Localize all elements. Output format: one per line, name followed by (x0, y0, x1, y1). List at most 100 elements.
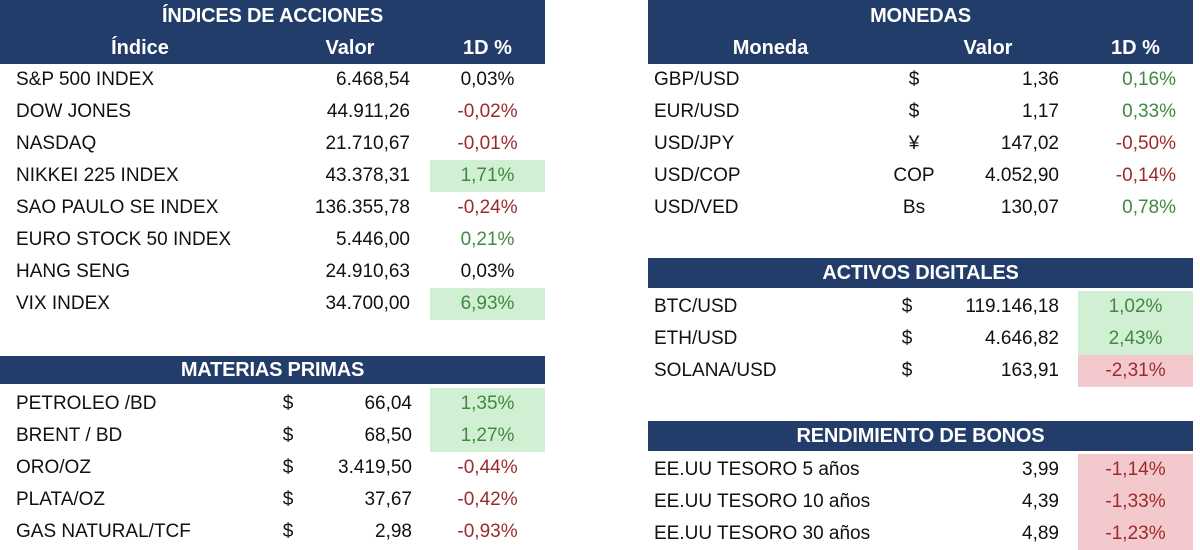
currencies-title: MONEDAS (648, 0, 1193, 32)
commodities-value-cell: 2,98 (375, 521, 412, 542)
indices-row: HANG SENG 24.910,63 0,03% (0, 256, 545, 288)
currencies-name-cell: USD/JPY (654, 133, 735, 154)
indices-name-cell: S&P 500 INDEX (16, 69, 155, 90)
commodities-row: PLATA/OZ $37,67 -0,42% (0, 484, 545, 516)
digital-value-cell: 163,91 (1000, 360, 1059, 381)
bonds-name-cell: EE.UU TESORO 5 años (654, 459, 860, 480)
digital-name-cell: BTC/USD (654, 296, 738, 317)
currencies-header-row: Moneda Valor 1D % (648, 32, 1193, 64)
commodities-panel: MATERIAS PRIMAS PETROLEO /BD $66,04 1,35% B… (0, 356, 545, 548)
indices-change-cell: -0,02% (457, 101, 518, 122)
digital-value-cell: 4.646,82 (985, 328, 1059, 349)
commodities-symbol-cell: $ (282, 521, 294, 542)
currencies-name-cell: USD/VED (654, 197, 739, 218)
bonds-change-cell: -1,23% (1105, 523, 1166, 544)
currencies-value-cell: 1,17 (1022, 101, 1059, 122)
currencies-change-cell: 0,16% (1122, 69, 1176, 90)
indices-row: NIKKEI 225 INDEX 43.378,31 1,71% (0, 160, 545, 192)
commodities-change-cell: -0,93% (457, 521, 518, 542)
indices-value-cell: 6.468,54 (336, 69, 410, 90)
indices-change-cell: 0,03% (460, 261, 515, 282)
indices-name-cell: DOW JONES (16, 101, 132, 122)
bonds-panel: RENDIMIENTO DE BONOS EE.UU TESORO 5 años… (648, 421, 1193, 550)
indices-name-cell: HANG SENG (16, 261, 131, 282)
indices-header-row: Índice Valor 1D % (0, 32, 545, 64)
change-highlight (1078, 291, 1193, 323)
commodities-row: ORO/OZ $3.419,50 -0,44% (0, 452, 545, 484)
digital-row: BTC/USD $119.146,18 1,02% (648, 291, 1193, 323)
commodities-symbol-cell: $ (282, 489, 294, 510)
change-highlight (1078, 518, 1193, 550)
commodities-name-cell: PETROLEO /BD (16, 393, 157, 414)
currencies-name-cell: GBP/USD (654, 69, 740, 90)
currencies-row: GBP/USD $1,36 0,16% (648, 64, 1193, 96)
indices-row: EURO STOCK 50 INDEX 5.446,00 0,21% (0, 224, 545, 256)
digital-name-cell: SOLANA/USD (654, 360, 777, 381)
digital-name-cell: ETH/USD (654, 328, 738, 349)
indices-change-cell: 0,21% (460, 229, 515, 250)
commodities-name-cell: PLATA/OZ (16, 489, 106, 510)
currencies-value-cell: 1,36 (1022, 69, 1059, 90)
currencies-symbol-cell: COP (893, 165, 935, 186)
change-highlight (430, 288, 545, 320)
commodities-value-cell: 68,50 (364, 425, 412, 446)
bonds-change-cell: -1,14% (1105, 459, 1166, 480)
commodities-title: MATERIAS PRIMAS (0, 356, 545, 384)
commodities-row: GAS NATURAL/TCF $2,98 -0,93% (0, 516, 545, 548)
bonds-row: EE.UU TESORO 5 años 3,99 -1,14% (648, 454, 1193, 486)
digital-change-cell: 2,43% (1108, 328, 1163, 349)
indices-value-cell: 24.910,63 (325, 261, 410, 282)
currencies-row: USD/COP COP 4.052,90 -0,14% (648, 160, 1193, 192)
currencies-change-cell: 0,33% (1122, 101, 1176, 122)
currencies-symbol-cell: $ (908, 69, 920, 90)
change-highlight (430, 420, 545, 452)
indices-value-cell: 5.446,00 (336, 229, 410, 250)
indices-row: SAO PAULO SE INDEX 136.355,78 -0,24% (0, 192, 545, 224)
indices-row: DOW JONES 44.911,26 -0,02% (0, 96, 545, 128)
currencies-symbol-cell: $ (908, 101, 920, 122)
indices-change-cell: 6,93% (460, 293, 515, 314)
currencies-change-cell: -0,14% (1115, 165, 1176, 186)
currencies-value-cell: 147,02 (1000, 133, 1059, 154)
currencies-header-value: Valor (963, 37, 1013, 59)
currencies-name-cell: EUR/USD (654, 101, 740, 122)
digital-symbol-cell: $ (901, 296, 913, 317)
indices-change-cell: 0,03% (460, 69, 515, 90)
indices-name-cell: NIKKEI 225 INDEX (16, 165, 179, 186)
digital-panel: ACTIVOS DIGITALES BTC/USD $119.146,18 1,02… (648, 258, 1193, 387)
commodities-symbol-cell: $ (282, 425, 294, 446)
indices-value-cell: 21.710,67 (325, 133, 410, 154)
change-highlight (1078, 486, 1193, 518)
indices-name-cell: NASDAQ (16, 133, 97, 154)
indices-change-cell: -0,24% (457, 197, 518, 218)
bonds-title: RENDIMIENTO DE BONOS (648, 421, 1193, 451)
change-highlight (1078, 454, 1193, 486)
bonds-name-cell: EE.UU TESORO 30 años (654, 523, 871, 544)
commodities-change-cell: -0,44% (457, 457, 518, 478)
digital-row: SOLANA/USD $163,91 -2,31% (648, 355, 1193, 387)
indices-row: NASDAQ 21.710,67 -0,01% (0, 128, 545, 160)
indices-name-cell: VIX INDEX (16, 293, 110, 314)
indices-title: ÍNDICES DE ACCIONES (0, 0, 545, 32)
commodities-name-cell: ORO/OZ (16, 457, 91, 478)
indices-value-cell: 34.700,00 (325, 293, 410, 314)
digital-table-body: BTC/USD $119.146,18 1,02% ETH/USD $4.646,82 2… (648, 291, 1193, 387)
currencies-header-change: 1D % (1111, 37, 1160, 59)
currencies-symbol-cell: ¥ (908, 133, 920, 154)
bonds-table-body: EE.UU TESORO 5 años 3,99 -1,14% EE.UU TESOR… (648, 454, 1193, 550)
bonds-value-cell: 4,39 (1022, 491, 1059, 512)
commodities-symbol-cell: $ (282, 457, 294, 478)
currencies-row: USD/JPY ¥147,02 -0,50% (648, 128, 1193, 160)
indices-panel: ÍNDICES DE ACCIONES Índice Valor 1D % S&… (0, 0, 545, 320)
currencies-change-cell: -0,50% (1115, 133, 1176, 154)
indices-table-body: S&P 500 INDEX 6.468,54 0,03% DOW JONES 44.91… (0, 64, 545, 320)
currencies-row: USD/VED Bs 130,07 0,78% (648, 192, 1193, 224)
currencies-symbol-cell: Bs (902, 197, 926, 218)
indices-value-cell: 44.911,26 (326, 101, 410, 122)
change-highlight (430, 388, 545, 420)
bonds-value-cell: 3,99 (1022, 459, 1059, 480)
digital-symbol-cell: $ (901, 328, 913, 349)
bonds-row: EE.UU TESORO 10 años 4,39 -1,33% (648, 486, 1193, 518)
currencies-header-name: Moneda (732, 37, 809, 59)
currencies-name-cell: USD/COP (654, 165, 741, 186)
